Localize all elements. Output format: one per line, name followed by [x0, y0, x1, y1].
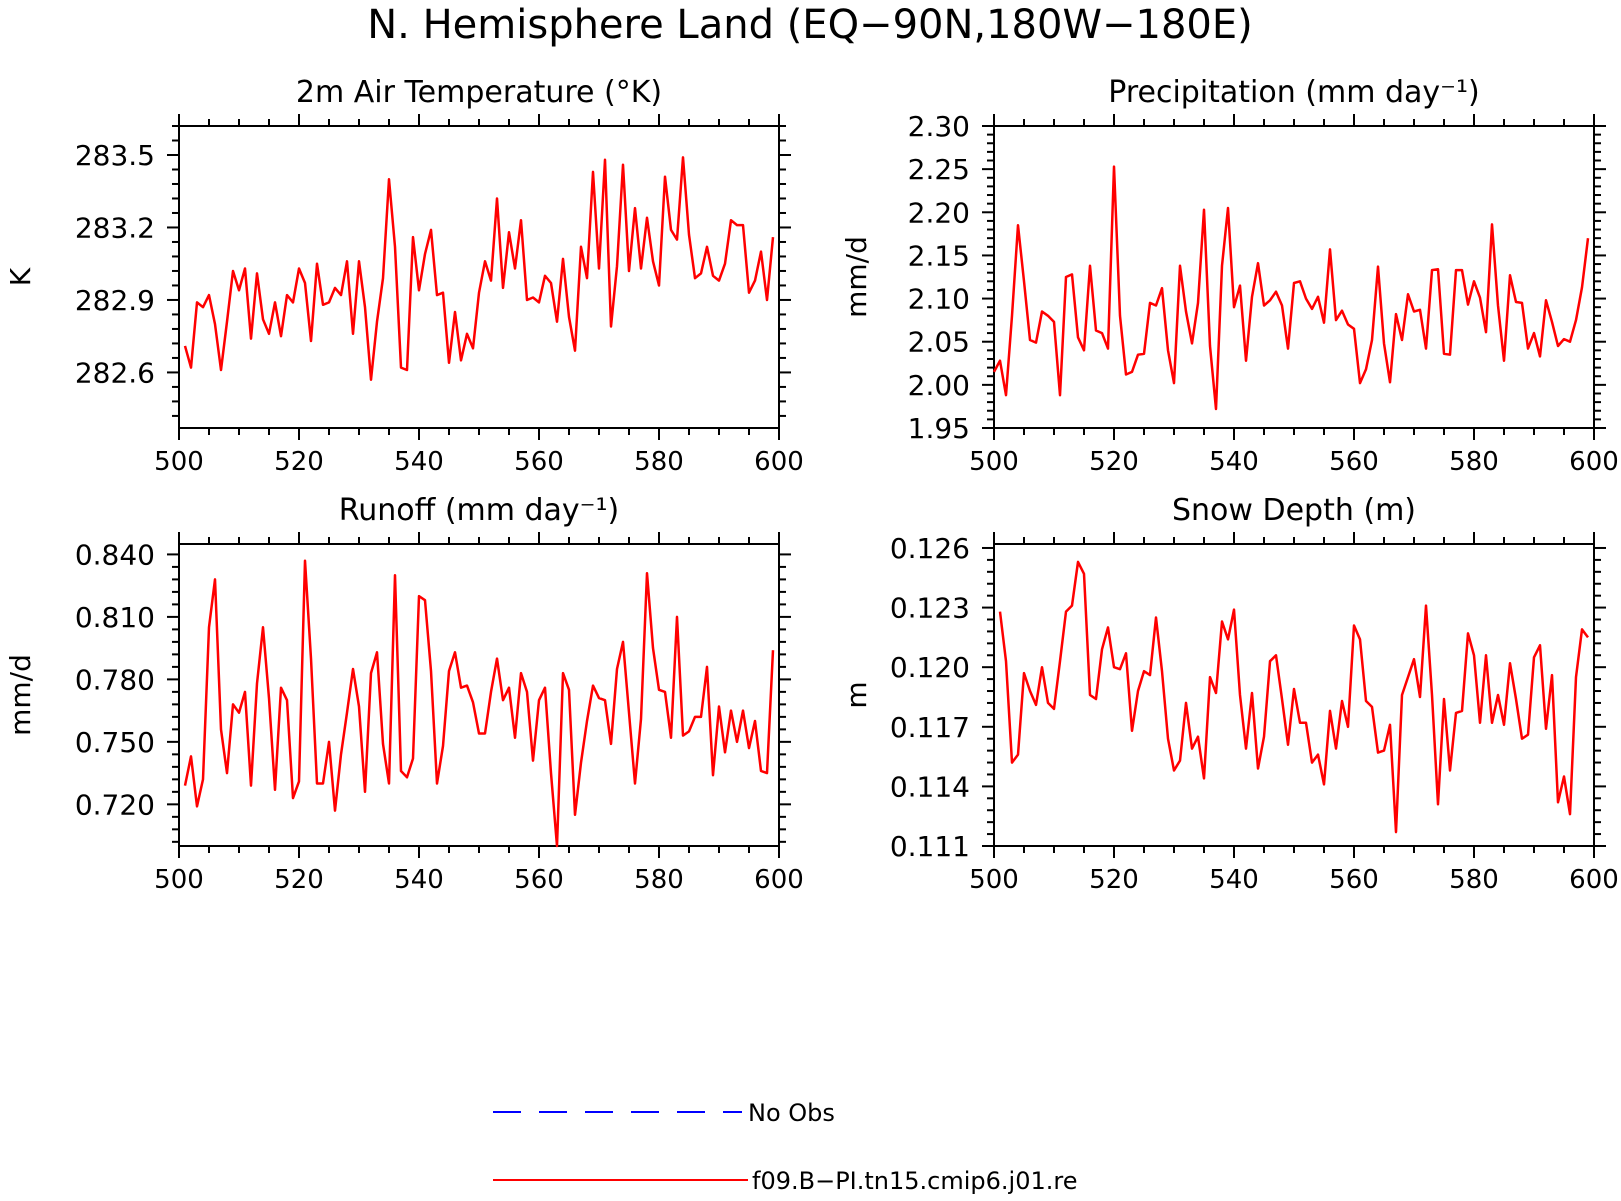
snow-depth-xtick-label: 520 — [1089, 865, 1139, 895]
snow-depth-ytick-label: 0.117 — [890, 711, 970, 744]
temperature-xtick-label: 520 — [274, 447, 324, 477]
precipitation-xtick-label: 540 — [1209, 447, 1259, 477]
temperature-ytick-label: 283.5 — [75, 139, 155, 172]
snow-depth-title: Snow Depth (m) — [1172, 493, 1416, 528]
snow-depth-ylabel: m — [840, 681, 873, 708]
temperature-ytick-label: 282.6 — [75, 356, 155, 389]
precipitation-ytick-label: 2.05 — [908, 326, 970, 359]
temperature-ylabel: K — [4, 267, 37, 286]
snow-depth-ytick-label: 0.123 — [890, 592, 970, 625]
precipitation-series-line — [992, 165, 1590, 411]
runoff-xtick-label: 540 — [394, 865, 444, 895]
precipitation-xtick-label: 500 — [969, 447, 1019, 477]
temperature-xtick-label: 540 — [394, 447, 444, 477]
snow-depth-xtick-label: 560 — [1329, 865, 1379, 895]
temperature-ytick-label: 282.9 — [75, 284, 155, 317]
precipitation-ytick-label: 2.25 — [908, 153, 970, 186]
runoff-ytick-label: 0.720 — [75, 788, 155, 821]
runoff-ytick-label: 0.780 — [75, 663, 155, 696]
precipitation-title: Precipitation (mm day⁻¹) — [1108, 75, 1479, 110]
runoff-series-line — [183, 559, 775, 848]
runoff-xtick-label: 500 — [154, 865, 204, 895]
temperature-xtick-label: 600 — [754, 447, 804, 477]
precipitation-xtick-label: 520 — [1089, 447, 1139, 477]
chart-precipitation: Precipitation (mm day⁻¹) mm/d 500 520 540 560… — [840, 75, 1619, 477]
figure-title: N. Hemisphere Land (EQ−90N,180W−180E) — [367, 2, 1253, 48]
temperature-series-line — [183, 156, 775, 381]
runoff-ytick-label: 0.750 — [75, 726, 155, 759]
snow-depth-xtick-label: 600 — [1569, 865, 1619, 895]
temperature-ytick-label: 283.2 — [75, 211, 155, 244]
precipitation-ytick-label: 1.95 — [908, 412, 970, 445]
snow-depth-ytick-label: 0.126 — [890, 532, 970, 565]
precipitation-ytick-label: 2.30 — [908, 110, 970, 143]
runoff-xtick-label: 600 — [754, 865, 804, 895]
precipitation-ytick-label: 2.20 — [908, 196, 970, 229]
chart-runoff: Runoff (mm day⁻¹) mm/d 500 520 540 560 580 600 0… — [4, 493, 804, 895]
temperature-title: 2m Air Temperature (°K) — [296, 75, 662, 110]
runoff-ytick-label: 0.810 — [75, 601, 155, 634]
snow-depth-series-line — [998, 560, 1589, 834]
runoff-title: Runoff (mm day⁻¹) — [339, 493, 620, 528]
temperature-xtick-label: 500 — [154, 447, 204, 477]
precipitation-xtick-label: 600 — [1569, 447, 1619, 477]
precipitation-xtick-label: 560 — [1329, 447, 1379, 477]
snow-depth-xtick-label: 580 — [1449, 865, 1499, 895]
precipitation-ytick-label: 2.00 — [908, 369, 970, 402]
temperature-xtick-label: 580 — [634, 447, 684, 477]
temperature-xtick-label: 560 — [514, 447, 564, 477]
legend: No Obs f09.B−PI.tn15.cmip6.j01.re — [493, 1099, 1077, 1195]
runoff-xtick-label: 580 — [634, 865, 684, 895]
snow-depth-xtick-label: 540 — [1209, 865, 1259, 895]
chart-snow-depth: Snow Depth (m) m 500 520 540 560 580 600 0.111 0.… — [840, 493, 1619, 895]
precipitation-ylabel: mm/d — [840, 236, 873, 318]
legend-label-obs: No Obs — [748, 1099, 835, 1127]
snow-depth-ytick-label: 0.114 — [890, 770, 970, 803]
runoff-ylabel: mm/d — [4, 654, 37, 736]
precipitation-ytick-label: 2.10 — [908, 283, 970, 316]
snow-depth-xtick-label: 500 — [969, 865, 1019, 895]
runoff-ytick-label: 0.840 — [75, 538, 155, 571]
precipitation-frame — [993, 125, 1595, 429]
runoff-xtick-label: 520 — [274, 865, 324, 895]
chart-temperature: 2m Air Temperature (°K) K 500 520 540 560 580 6… — [4, 75, 804, 477]
runoff-xtick-label: 560 — [514, 865, 564, 895]
precipitation-ytick-label: 2.15 — [908, 239, 970, 272]
temperature-frame — [178, 125, 780, 429]
snow-depth-ytick-label: 0.111 — [890, 830, 970, 863]
snow-depth-ytick-label: 0.120 — [890, 651, 970, 684]
legend-label-model: f09.B−PI.tn15.cmip6.j01.re — [752, 1167, 1077, 1195]
precipitation-xtick-label: 580 — [1449, 447, 1499, 477]
